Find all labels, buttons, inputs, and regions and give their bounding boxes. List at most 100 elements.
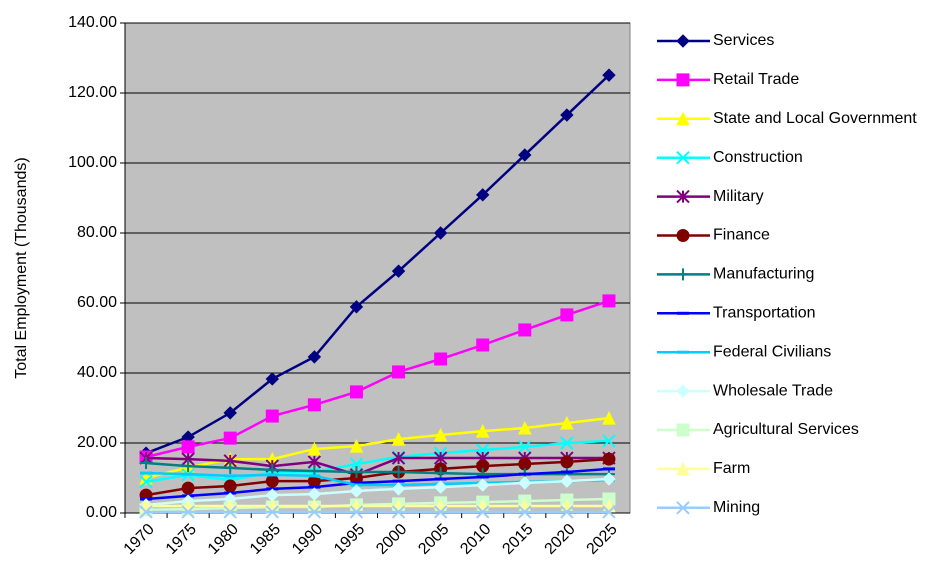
x-tick-label: 1980 — [205, 521, 242, 558]
data-point — [307, 350, 322, 364]
data-point — [602, 434, 616, 448]
legend-label: Agricultural Services — [713, 421, 859, 438]
x-tick-label: 2015 — [499, 521, 536, 558]
legend-label: State and Local Government — [713, 110, 917, 127]
legend-marker — [676, 73, 690, 87]
legend-label: Transportation — [713, 305, 816, 322]
series-line — [145, 74, 610, 455]
x-tick-label: 2000 — [373, 521, 410, 558]
data-point — [182, 460, 195, 473]
data-point — [223, 406, 237, 420]
data-point — [391, 482, 406, 496]
data-point — [433, 427, 448, 442]
y-tick-label: 20.00 — [77, 434, 117, 451]
x-tick-label: 1985 — [247, 521, 284, 558]
data-point — [518, 323, 532, 337]
y-tick-label: 80.00 — [77, 224, 117, 241]
legend-label: Finance — [713, 227, 770, 244]
legend-marker — [676, 461, 690, 476]
series-line — [146, 497, 609, 512]
x-tick-label: 2025 — [584, 521, 621, 558]
data-point — [265, 505, 279, 519]
legend-label: Farm — [713, 460, 750, 477]
legend-marker — [677, 268, 689, 281]
data-point — [433, 451, 448, 465]
x-tick-label: 2010 — [457, 521, 494, 558]
data-point — [476, 338, 490, 352]
data-point — [475, 423, 490, 438]
x-tick-label: 1970 — [121, 521, 158, 558]
data-point — [265, 409, 279, 423]
data-point — [602, 452, 616, 466]
y-tick-label: 60.00 — [77, 294, 117, 311]
data-point — [307, 505, 322, 519]
legend-label: Military — [713, 188, 764, 205]
legend-label: Retail Trade — [713, 71, 799, 88]
data-point — [476, 505, 490, 519]
data-point — [560, 436, 574, 450]
legend-marker — [676, 384, 690, 398]
data-point — [391, 505, 406, 519]
legend-marker — [676, 34, 690, 48]
data-point — [223, 479, 237, 493]
legend-marker — [676, 150, 690, 165]
data-point — [139, 475, 153, 489]
legend-marker — [676, 189, 690, 204]
data-point — [602, 411, 616, 425]
data-point — [391, 451, 406, 465]
data-point — [518, 476, 532, 490]
data-point — [560, 474, 574, 488]
data-point — [602, 294, 616, 308]
x-tick-label: 2020 — [541, 521, 578, 558]
x-tick-label: 1975 — [163, 521, 200, 558]
data-point — [560, 455, 574, 469]
data-point — [223, 431, 237, 445]
legend-label: Wholesale Trade — [713, 382, 833, 399]
data-point — [433, 226, 448, 240]
data-point — [560, 505, 574, 519]
data-point — [349, 300, 364, 314]
legend-label: Manufacturing — [713, 266, 814, 283]
legend-marker — [676, 229, 690, 242]
legend-label: Services — [713, 32, 774, 49]
data-point — [517, 420, 532, 435]
data-point — [560, 108, 574, 122]
data-point — [349, 484, 364, 498]
data-point — [223, 505, 237, 519]
series-line — [145, 457, 610, 497]
data-point — [349, 505, 364, 519]
data-point — [476, 478, 490, 492]
series-line — [146, 456, 609, 477]
data-point — [349, 385, 363, 399]
plot-area — [124, 22, 631, 514]
data-point — [433, 480, 448, 494]
data-point — [391, 432, 406, 446]
legend-label: Federal Civilians — [713, 343, 831, 360]
y-tick-label: 100.00 — [68, 154, 117, 171]
data-point — [307, 441, 322, 456]
x-tick-label: 1990 — [289, 521, 326, 558]
data-point — [181, 440, 195, 454]
legend-marker — [676, 501, 690, 515]
data-point — [224, 461, 237, 474]
legend-marker — [676, 111, 690, 126]
x-tick-label: 1995 — [331, 521, 368, 558]
x-tick-label: 2005 — [415, 521, 452, 558]
data-point — [139, 505, 153, 519]
y-tick-label: 40.00 — [77, 364, 117, 381]
legend-label: Construction — [713, 149, 803, 166]
data-point — [602, 472, 616, 486]
data-point — [391, 264, 406, 278]
data-point — [518, 505, 532, 519]
data-point — [518, 440, 532, 454]
data-point — [265, 372, 279, 386]
data-point — [518, 148, 532, 162]
series-line — [145, 477, 610, 507]
data-point — [392, 365, 406, 379]
series-line — [145, 467, 610, 501]
y-tick-label: 140.00 — [68, 14, 117, 31]
y-tick-label: 0.00 — [86, 504, 117, 521]
data-point — [349, 457, 364, 471]
data-point — [434, 352, 448, 366]
